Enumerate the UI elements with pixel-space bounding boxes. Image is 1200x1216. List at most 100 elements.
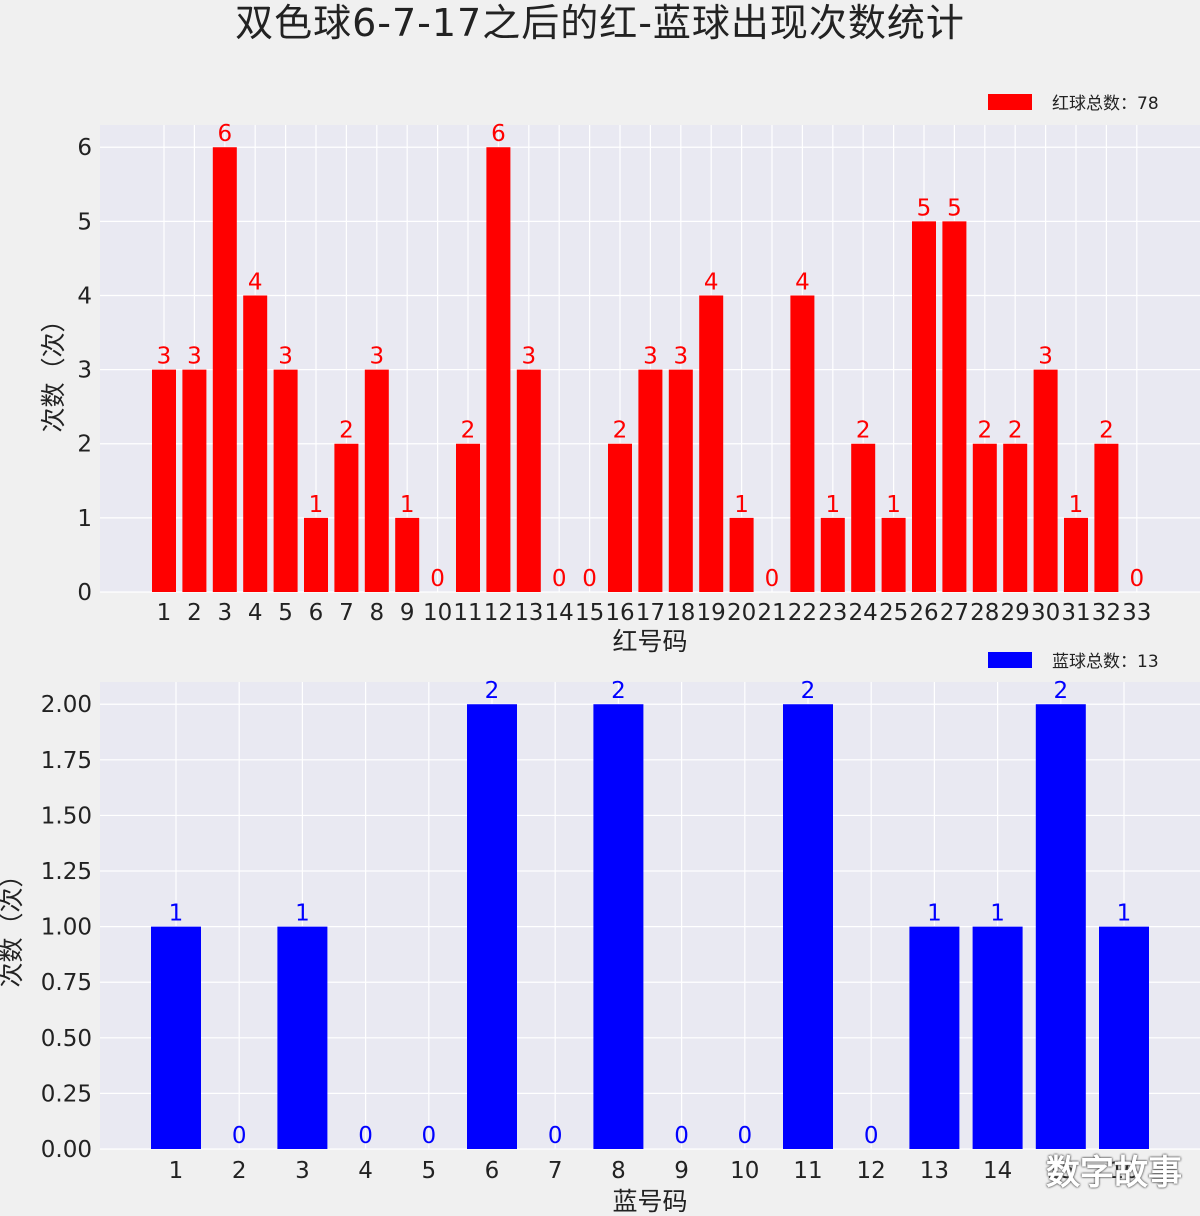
y-tick-label: 6 bbox=[77, 135, 92, 161]
bar bbox=[790, 295, 815, 592]
x-tick-label: 33 bbox=[1122, 600, 1151, 626]
bar bbox=[456, 443, 480, 592]
x-axis-label: 蓝号码 bbox=[612, 1187, 687, 1216]
x-tick-label: 8 bbox=[611, 1158, 626, 1184]
x-tick-label: 8 bbox=[369, 600, 384, 626]
x-tick-label: 9 bbox=[400, 600, 415, 626]
data-label: 0 bbox=[552, 566, 567, 592]
bar bbox=[395, 517, 420, 592]
x-axis-label: 红号码 bbox=[612, 627, 687, 656]
data-label: 2 bbox=[1099, 418, 1114, 444]
data-label: 3 bbox=[673, 344, 688, 370]
bar bbox=[467, 704, 517, 1149]
chart-title: 双色球6-7-17之后的红-蓝球出现次数统计 bbox=[235, 1, 965, 45]
data-label: 2 bbox=[461, 418, 476, 444]
x-tick-label: 16 bbox=[605, 600, 634, 626]
x-tick-label: 27 bbox=[940, 600, 969, 626]
y-tick-label: 0.75 bbox=[41, 970, 92, 996]
x-tick-label: 28 bbox=[970, 600, 999, 626]
y-tick-label: 5 bbox=[77, 209, 92, 235]
data-label: 3 bbox=[643, 344, 658, 370]
bar bbox=[608, 443, 632, 592]
x-tick-label: 13 bbox=[920, 1158, 949, 1184]
bar bbox=[152, 369, 176, 592]
data-label: 0 bbox=[674, 1123, 689, 1149]
data-label: 1 bbox=[990, 901, 1005, 927]
x-tick-label: 15 bbox=[1046, 1158, 1075, 1184]
x-tick-label: 31 bbox=[1061, 600, 1090, 626]
y-tick-label: 2 bbox=[77, 432, 92, 458]
data-label: 0 bbox=[1129, 566, 1144, 592]
bar bbox=[277, 926, 328, 1149]
x-tick-label: 10 bbox=[730, 1158, 759, 1184]
plot-area-2 bbox=[100, 682, 1200, 1149]
watermark-text: 数字故事 bbox=[1046, 1153, 1182, 1193]
data-label: 0 bbox=[430, 566, 445, 592]
bar bbox=[942, 221, 967, 592]
bar bbox=[820, 517, 845, 592]
data-label: 6 bbox=[217, 121, 232, 147]
x-tick-label: 26 bbox=[909, 600, 938, 626]
x-tick-label: 3 bbox=[217, 600, 232, 626]
data-label: 3 bbox=[1038, 344, 1053, 370]
bar bbox=[273, 369, 298, 592]
y-tick-label: 0.00 bbox=[41, 1137, 92, 1163]
bar bbox=[699, 295, 724, 592]
data-label: 2 bbox=[977, 418, 992, 444]
x-tick-label: 11 bbox=[793, 1158, 822, 1184]
bar bbox=[881, 517, 906, 592]
data-label: 0 bbox=[232, 1123, 247, 1149]
y-tick-label: 1.50 bbox=[41, 803, 92, 829]
y-axis-label: 次数（次） bbox=[39, 307, 68, 432]
bar bbox=[909, 926, 960, 1149]
y-tick-label: 1.25 bbox=[41, 859, 92, 885]
x-tick-label: 4 bbox=[248, 600, 263, 626]
y-tick-label: 1.75 bbox=[41, 748, 92, 774]
data-label: 1 bbox=[927, 901, 942, 927]
y-tick-label: 0.50 bbox=[41, 1026, 92, 1052]
legend-label: 红球总数：78 bbox=[1052, 94, 1159, 114]
data-label: 0 bbox=[864, 1123, 879, 1149]
x-tick-label: 21 bbox=[757, 600, 786, 626]
bar bbox=[912, 221, 936, 592]
x-tick-label: 1 bbox=[169, 1158, 184, 1184]
bar bbox=[364, 369, 389, 592]
data-label: 1 bbox=[734, 492, 749, 518]
x-tick-label: 4 bbox=[358, 1158, 373, 1184]
y-tick-label: 2.00 bbox=[41, 692, 92, 718]
data-label: 1 bbox=[1117, 901, 1132, 927]
x-tick-label: 7 bbox=[339, 600, 354, 626]
x-tick-label: 13 bbox=[514, 600, 543, 626]
x-tick-label: 16 bbox=[1109, 1158, 1138, 1184]
x-tick-label: 12 bbox=[484, 600, 513, 626]
data-label: 5 bbox=[917, 195, 932, 221]
data-label: 0 bbox=[421, 1123, 436, 1149]
y-tick-label: 3 bbox=[77, 358, 92, 384]
bar bbox=[851, 443, 876, 592]
bar bbox=[334, 443, 359, 592]
x-tick-label: 6 bbox=[309, 600, 324, 626]
data-label: 0 bbox=[765, 566, 780, 592]
bar bbox=[1064, 517, 1088, 592]
bar bbox=[972, 926, 1023, 1149]
x-tick-label: 11 bbox=[453, 600, 482, 626]
data-label: 2 bbox=[485, 678, 500, 704]
data-label: 1 bbox=[295, 901, 310, 927]
bar bbox=[486, 147, 511, 592]
bar bbox=[972, 443, 997, 592]
bar bbox=[151, 926, 201, 1149]
data-label: 1 bbox=[1069, 492, 1084, 518]
bar bbox=[1033, 369, 1058, 592]
x-tick-label: 30 bbox=[1031, 600, 1060, 626]
bar bbox=[1094, 443, 1119, 592]
bar bbox=[243, 295, 268, 592]
bar bbox=[783, 704, 833, 1149]
data-label: 2 bbox=[611, 678, 626, 704]
x-tick-label: 19 bbox=[697, 600, 726, 626]
x-tick-label: 22 bbox=[788, 600, 817, 626]
data-label: 3 bbox=[157, 344, 172, 370]
x-tick-label: 1 bbox=[157, 600, 172, 626]
data-label: 0 bbox=[548, 1123, 563, 1149]
bar bbox=[1003, 443, 1028, 592]
